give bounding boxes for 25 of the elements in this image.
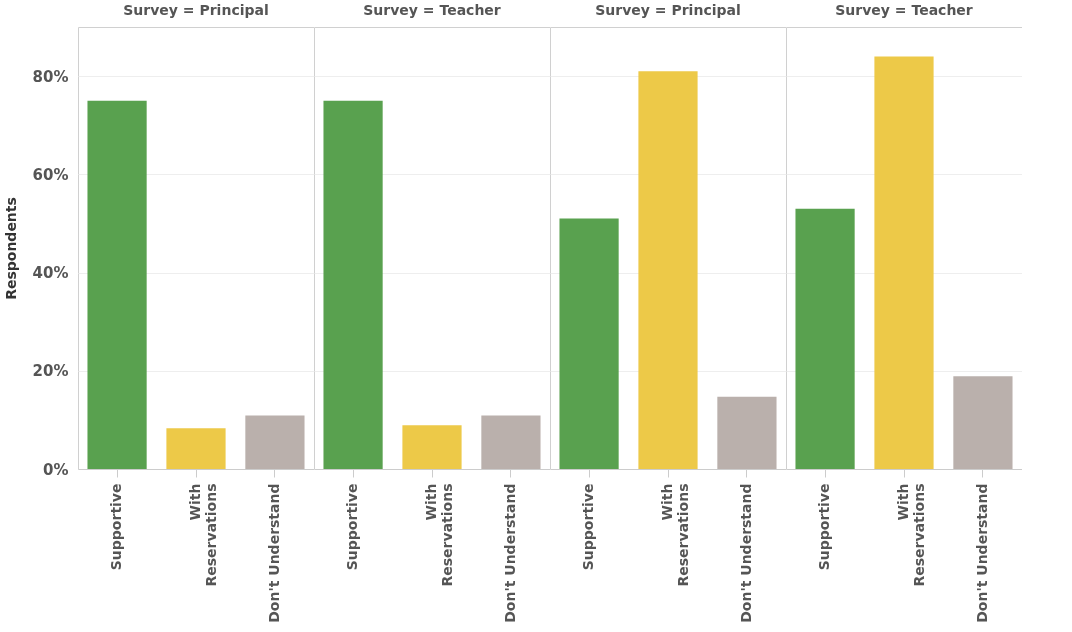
x-tick-label: Supportive [108, 483, 125, 571]
x-tick-label: Don't Understand [973, 483, 990, 623]
y-tick-label: 80% [32, 67, 69, 86]
x-tick-label: Don't Understand [265, 483, 282, 623]
chart-title: Survey = Teacher [363, 2, 501, 18]
bar [87, 100, 147, 469]
x-tick-label: Supportive [580, 483, 597, 571]
y-tick-label: 40% [32, 264, 69, 283]
x-tick-label: Supportive [816, 483, 833, 571]
x-tick-label: With Reservations [187, 483, 219, 587]
x-tick-label: Don't Understand [737, 483, 754, 623]
y-tick-label: 60% [32, 165, 69, 184]
y-axis-title: Respondents [2, 197, 19, 300]
x-tick-label: With Reservations [659, 483, 691, 587]
chart-title: Survey = Principal [595, 2, 741, 18]
bar [245, 415, 305, 469]
bar [166, 428, 226, 469]
y-tick-label: 0% [43, 460, 69, 479]
x-tick-label: Don't Understand [501, 483, 518, 623]
x-tick-label: With Reservations [423, 483, 455, 587]
x-tick-label: With Reservations [895, 483, 927, 587]
chart-title: Survey = Principal [123, 2, 269, 18]
x-tick-label: Supportive [344, 483, 361, 571]
chart-title: Survey = Teacher [835, 2, 973, 18]
y-tick-label: 20% [32, 362, 69, 381]
